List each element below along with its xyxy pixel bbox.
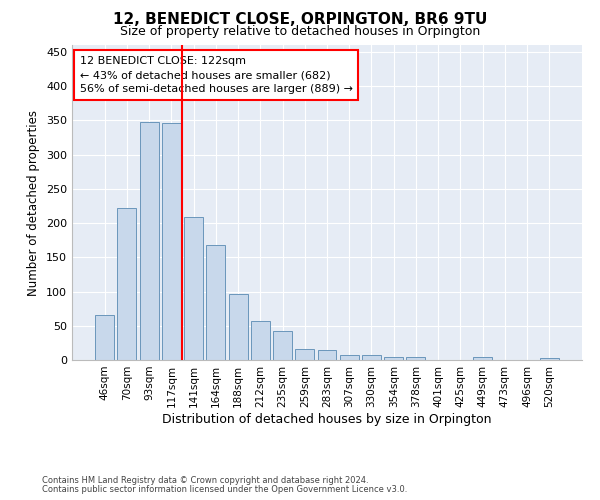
Bar [251,321,270,360]
X-axis label: Distribution of detached houses by size in Orpington: Distribution of detached houses by size … [162,412,492,426]
Bar [317,350,337,360]
Text: 12 BENEDICT CLOSE: 122sqm
← 43% of detached houses are smaller (682)
56% of semi: 12 BENEDICT CLOSE: 122sqm ← 43% of detac… [80,56,353,94]
Text: Size of property relative to detached houses in Orpington: Size of property relative to detached ho… [120,24,480,38]
Bar [140,122,158,360]
Bar [362,355,381,360]
Bar [340,354,359,360]
Bar [229,294,248,360]
Bar [184,217,203,360]
Bar [540,358,559,360]
Bar [118,208,136,360]
Bar [95,316,114,360]
Bar [406,358,425,360]
Bar [473,358,492,360]
Text: 12, BENEDICT CLOSE, ORPINGTON, BR6 9TU: 12, BENEDICT CLOSE, ORPINGTON, BR6 9TU [113,12,487,28]
Text: Contains public sector information licensed under the Open Government Licence v3: Contains public sector information licen… [42,485,407,494]
Bar [206,245,225,360]
Bar [273,330,292,360]
Text: Contains HM Land Registry data © Crown copyright and database right 2024.: Contains HM Land Registry data © Crown c… [42,476,368,485]
Bar [162,123,181,360]
Bar [295,349,314,360]
Y-axis label: Number of detached properties: Number of detached properties [28,110,40,296]
Bar [384,356,403,360]
